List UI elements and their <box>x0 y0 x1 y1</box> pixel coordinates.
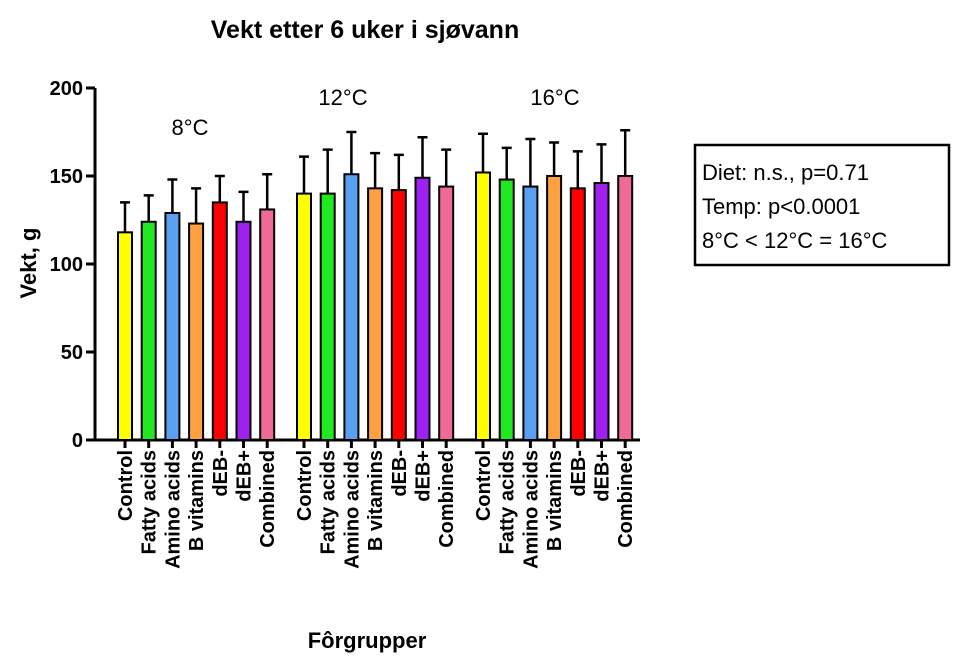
x-tick-label: Combined <box>257 450 279 548</box>
y-tick-label: 50 <box>61 342 83 364</box>
x-tick-label: dEB- <box>389 450 411 497</box>
x-tick-label: Control <box>115 450 137 521</box>
y-tick-label: 200 <box>50 78 83 100</box>
x-tick-label: Fatty acids <box>497 450 519 554</box>
annotation-line: Temp: p<0.0001 <box>702 194 860 219</box>
x-tick-label: dEB+ <box>592 450 614 502</box>
error-bar <box>393 153 404 191</box>
error-bar <box>370 151 381 189</box>
x-tick-label: Amino acids <box>520 450 542 569</box>
x-tick-label: Amino acids <box>162 450 184 569</box>
x-tick-label: dEB- <box>210 450 232 497</box>
chart-title: Vekt etter 6 uker i sjøvann <box>211 16 519 44</box>
annotation-line: 8°C < 12°C = 16°C <box>702 228 887 253</box>
x-tick-label: dEB+ <box>234 450 256 502</box>
bar <box>522 185 539 441</box>
y-tick-label: 100 <box>50 254 83 276</box>
error-bar <box>262 172 273 210</box>
error-bar <box>478 132 488 173</box>
error-bar <box>238 190 249 222</box>
x-tick-label: B vitamins <box>544 450 566 551</box>
bar <box>296 192 312 441</box>
group-label: 12°C <box>318 85 367 110</box>
x-tick-label: Fatty acids <box>318 450 340 554</box>
x-tick-label: dEB- <box>568 450 590 497</box>
bar <box>188 222 205 441</box>
error-bar <box>191 187 202 224</box>
error-bar <box>167 178 178 213</box>
x-tick-label: dEB+ <box>413 450 435 502</box>
bar <box>211 201 228 441</box>
bar <box>475 171 491 441</box>
error-bar <box>299 155 309 194</box>
bar <box>593 182 610 441</box>
x-tick-label: Control <box>473 450 495 521</box>
y-axis-label: Vekt, g <box>16 228 41 299</box>
error-bar <box>120 201 130 233</box>
x-tick-label: B vitamins <box>186 450 208 551</box>
error-bar <box>441 148 452 187</box>
error-bar <box>596 143 607 184</box>
y-tick-label: 0 <box>72 430 83 452</box>
x-tick-label: Combined <box>436 450 458 548</box>
group-label: 8°C <box>172 115 209 140</box>
bar <box>569 187 586 441</box>
bar <box>117 231 133 441</box>
error-bar <box>346 130 357 175</box>
error-bar <box>525 137 536 187</box>
y-tick-label: 150 <box>50 166 83 188</box>
annotation-line: Diet: n.s., p=0.71 <box>702 160 869 185</box>
bar <box>343 173 360 442</box>
x-axis-label: Fôrgrupper <box>308 628 427 653</box>
annotation-box <box>693 143 951 267</box>
error-bar <box>214 174 225 203</box>
group-label: 16°C <box>530 85 579 110</box>
bar <box>367 187 384 441</box>
bar <box>259 208 276 441</box>
error-bar <box>322 148 333 194</box>
bar <box>617 175 634 441</box>
x-tick-label: Fatty acids <box>139 450 161 554</box>
bar <box>235 220 252 441</box>
x-tick-label: Combined <box>615 450 637 548</box>
error-bar <box>501 146 512 180</box>
bar <box>140 220 157 441</box>
bar <box>164 211 181 441</box>
bar <box>390 189 407 441</box>
bar <box>498 178 515 442</box>
error-bar <box>549 141 560 176</box>
bar <box>546 175 563 441</box>
error-bar <box>417 136 428 178</box>
error-bar <box>143 194 154 222</box>
bar <box>414 176 431 441</box>
bar <box>438 185 455 441</box>
error-bar <box>620 128 631 176</box>
x-tick-label: Control <box>294 450 316 521</box>
x-tick-label: Amino acids <box>341 450 363 569</box>
error-bar <box>572 150 583 189</box>
x-tick-label: B vitamins <box>365 450 387 551</box>
bar <box>319 192 336 441</box>
